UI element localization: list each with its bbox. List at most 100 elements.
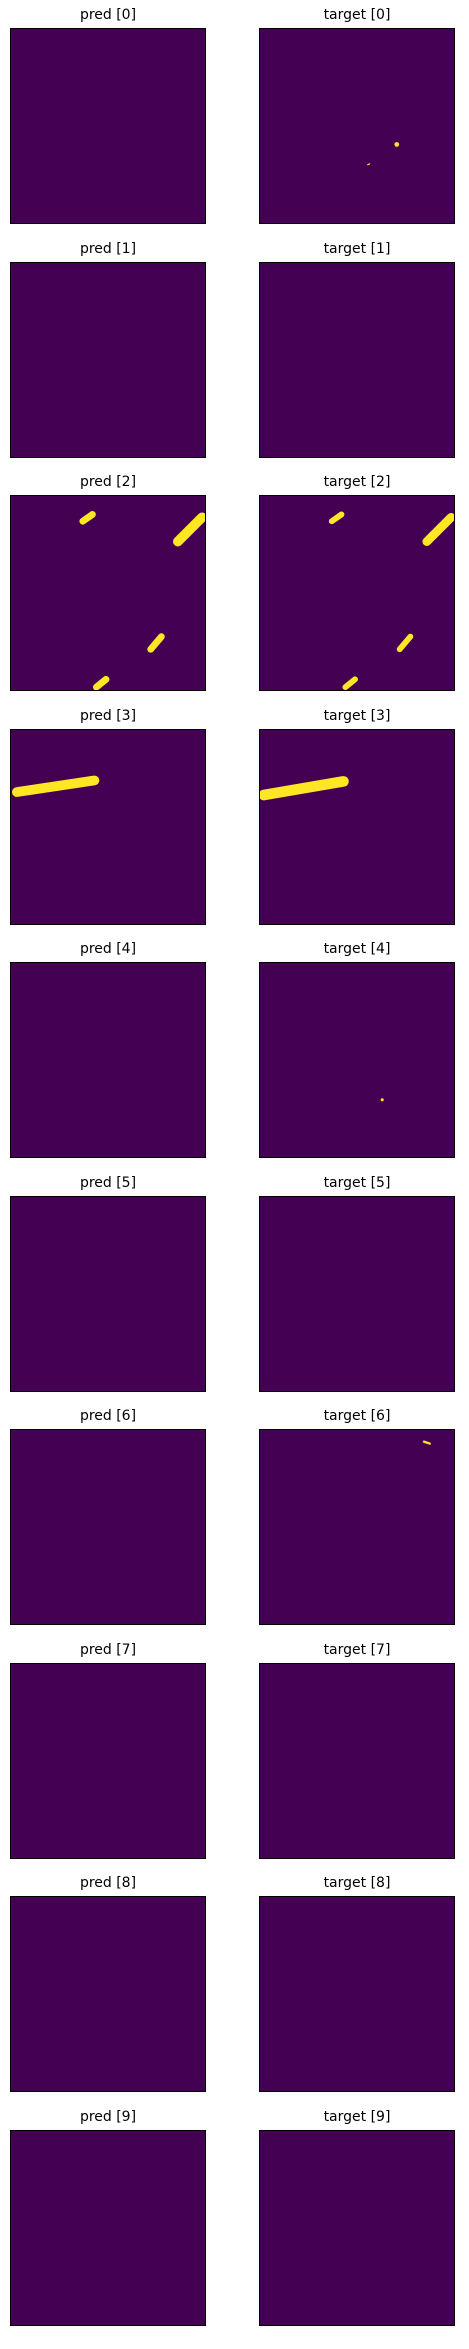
target-panel-9: target [9] xyxy=(259,2109,455,2326)
target-panel-6: target [6] xyxy=(259,1408,455,1625)
target-panel-4: target [4] xyxy=(259,941,455,1158)
mask-image xyxy=(259,1896,455,2092)
target-panel-5: target [5] xyxy=(259,1175,455,1392)
target-panel-3: target [3] xyxy=(259,708,455,925)
mask-region xyxy=(394,142,400,147)
mask-image xyxy=(10,1195,206,1392)
panel-title: pred [5] xyxy=(79,1174,137,1191)
mask-svg xyxy=(260,262,454,457)
mask-svg xyxy=(11,2130,205,2325)
mask-svg xyxy=(260,1196,454,1391)
mask-background xyxy=(11,496,205,690)
mask-region xyxy=(328,511,345,525)
mask-background xyxy=(260,1663,454,1858)
mask-region xyxy=(79,511,96,525)
mask-region xyxy=(260,775,349,800)
mask-background xyxy=(11,1663,205,1858)
panel-title: target [5] xyxy=(323,1174,391,1191)
mask-image xyxy=(259,495,455,691)
mask-svg xyxy=(11,496,205,690)
mask-region xyxy=(396,633,414,653)
mask-region xyxy=(172,512,205,547)
target-panel-1: target [1] xyxy=(259,241,455,458)
panel-title: target [8] xyxy=(323,1875,391,1891)
panel-title: pred [0] xyxy=(79,7,137,23)
mask-background xyxy=(260,29,454,223)
mask-image xyxy=(10,2129,206,2326)
target-panel-2: target [2] xyxy=(259,474,455,691)
mask-background xyxy=(11,963,205,1157)
mask-svg xyxy=(260,2130,454,2325)
panel-title: target [0] xyxy=(323,7,391,23)
mask-image xyxy=(10,261,206,458)
mask-region xyxy=(11,775,100,797)
panel-title: pred [6] xyxy=(79,1408,137,1424)
target-panel-7: target [7] xyxy=(259,1642,455,1859)
panel-title: target [3] xyxy=(323,707,391,724)
panel-title: pred [2] xyxy=(79,474,137,490)
mask-background xyxy=(260,1430,454,1624)
pred-panel-8: pred [8] xyxy=(10,1875,206,2092)
mask-svg xyxy=(11,1196,205,1391)
panel-title: target [1] xyxy=(323,240,391,257)
mask-background xyxy=(11,1196,205,1391)
mask-image xyxy=(259,962,455,1158)
mask-svg xyxy=(260,1897,454,2091)
pred-panel-0: pred [0] xyxy=(10,7,206,224)
mask-svg xyxy=(260,1430,454,1624)
mask-region xyxy=(342,676,358,690)
mask-image xyxy=(259,1662,455,1859)
mask-svg xyxy=(11,729,205,924)
mask-background xyxy=(11,1430,205,1624)
mask-image xyxy=(10,28,206,224)
pred-panel-3: pred [3] xyxy=(10,708,206,925)
target-panel-8: target [8] xyxy=(259,1875,455,2092)
mask-region xyxy=(367,163,371,166)
mask-background xyxy=(260,963,454,1157)
pred-panel-4: pred [4] xyxy=(10,941,206,1158)
mask-image xyxy=(259,2129,455,2326)
mask-background xyxy=(11,2130,205,2325)
mask-region xyxy=(380,1098,384,1102)
pred-panel-6: pred [6] xyxy=(10,1408,206,1625)
mask-svg xyxy=(11,1430,205,1624)
target-panel-0: target [0] xyxy=(259,7,455,224)
mask-image xyxy=(10,962,206,1158)
panel-title: target [4] xyxy=(323,941,391,957)
mask-background xyxy=(11,729,205,924)
mask-svg xyxy=(11,1663,205,1858)
mask-region xyxy=(147,633,165,653)
mask-image xyxy=(10,1896,206,2092)
panel-title: pred [8] xyxy=(79,1875,137,1891)
panel-title: pred [7] xyxy=(79,1641,137,1658)
pred-panel-9: pred [9] xyxy=(10,2109,206,2326)
mask-image xyxy=(10,728,206,925)
mask-image xyxy=(10,495,206,691)
mask-region xyxy=(422,1440,431,1445)
mask-background xyxy=(11,29,205,223)
mask-background xyxy=(260,262,454,457)
mask-svg xyxy=(260,729,454,924)
mask-image xyxy=(259,1429,455,1625)
panel-title: target [9] xyxy=(323,2108,391,2125)
mask-image xyxy=(259,261,455,458)
pred-panel-7: pred [7] xyxy=(10,1642,206,1859)
panel-title: target [7] xyxy=(323,1641,391,1658)
panel-title: pred [3] xyxy=(79,707,137,724)
panel-title: pred [1] xyxy=(79,240,137,257)
mask-image xyxy=(259,728,455,925)
mask-svg xyxy=(11,29,205,223)
mask-background xyxy=(260,729,454,924)
panel-title: target [2] xyxy=(323,474,391,490)
mask-svg xyxy=(11,262,205,457)
mask-background xyxy=(11,262,205,457)
mask-background xyxy=(11,1897,205,2091)
pred-panel-5: pred [5] xyxy=(10,1175,206,1392)
mask-image xyxy=(10,1429,206,1625)
mask-svg xyxy=(260,963,454,1157)
mask-background xyxy=(260,2130,454,2325)
mask-region xyxy=(92,675,110,690)
pred-panel-1: pred [1] xyxy=(10,241,206,458)
panel-title: target [6] xyxy=(323,1408,391,1424)
